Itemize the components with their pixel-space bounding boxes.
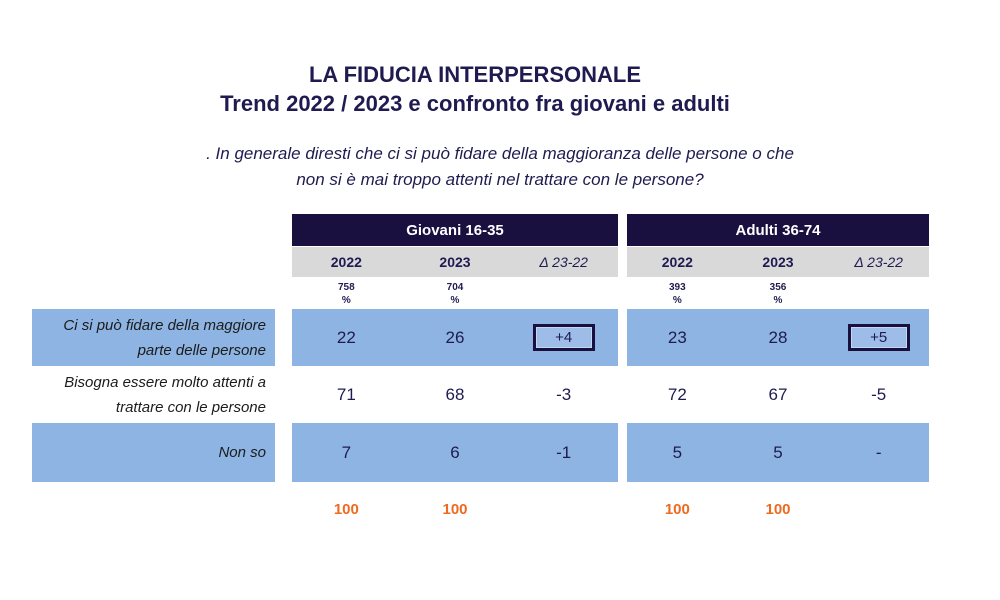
total-cell: 100 (765, 500, 791, 518)
column-header-delta: Δ 23-22 (854, 254, 903, 270)
total-cell: 100 (333, 500, 359, 518)
total-cell-empty (509, 497, 618, 521)
table-row: 71 68 -3 (292, 366, 618, 423)
delta-cell: -1 (556, 442, 572, 462)
title-line-2: Trend 2022 / 2023 e confronto fra giovan… (220, 91, 730, 116)
totals-row-giovani: 100 100 (292, 497, 618, 521)
value-cell: 28 (768, 327, 788, 347)
column-header-2023: 2023 (439, 254, 471, 270)
question-line-1: . In generale diresti che ci si può fida… (206, 144, 794, 163)
table-row: 23 28 +5 (627, 309, 929, 366)
column-header-2023: 2023 (762, 254, 794, 270)
survey-question: . In generale diresti che ci si può fida… (0, 141, 1000, 193)
percent-sign: % (450, 294, 460, 306)
value-cell: 5 (773, 442, 783, 462)
base-cell: 704 % (401, 278, 510, 309)
value-cell: 71 (336, 384, 356, 404)
base-n: 393 (668, 281, 686, 293)
column-header-2022: 2022 (330, 254, 362, 270)
base-cell: 356 % (728, 278, 829, 309)
value-cell: 7 (341, 442, 352, 462)
highlight-box: +4 (532, 324, 595, 351)
delta-cell: -5 (871, 384, 887, 404)
column-headers-adulti: 2022 2023 Δ 23-22 (627, 247, 929, 277)
value-cell: 72 (667, 384, 687, 404)
base-n: 758 (337, 281, 355, 293)
percent-sign: % (341, 294, 351, 306)
title-line-1: LA FIDUCIA INTERPERSONALE (308, 62, 642, 87)
percent-sign: % (672, 294, 682, 306)
column-headers-giovani: 2022 2023 Δ 23-22 (292, 247, 618, 277)
column-header-delta: Δ 23-22 (539, 254, 588, 270)
row-labels-column: Ci si può fidare della maggiore parte de… (32, 214, 275, 482)
delta-cell: - (875, 442, 882, 462)
table-row: 7 6 -1 (292, 423, 618, 482)
value-cell: 23 (667, 327, 687, 347)
totals-row-adulti: 100 100 (627, 497, 929, 521)
value-cell: 26 (445, 327, 465, 347)
delta-cell: +5 (828, 309, 929, 366)
value-cell: 22 (336, 327, 356, 347)
highlight-box: +5 (847, 324, 910, 351)
table-row: 72 67 -5 (627, 366, 929, 423)
base-n: 704 (446, 281, 464, 293)
base-cell-empty (509, 278, 618, 309)
base-cell: 393 % (627, 278, 728, 309)
delta-cell: +4 (509, 309, 618, 366)
row-label-be-careful: Bisogna essere molto attenti a trattare … (64, 373, 266, 416)
column-header-2022: 2022 (661, 254, 693, 270)
table-row: 22 26 +4 (292, 309, 618, 366)
base-row-adulti: 393 % 356 % (627, 278, 929, 309)
value-cell: 6 (450, 442, 460, 462)
row-label-dont-know: Non so (32, 423, 275, 482)
base-cell-empty (828, 278, 929, 309)
value-cell: 68 (445, 384, 465, 404)
total-cell: 100 (664, 500, 690, 518)
group-header-giovani: Giovani 16-35 (292, 214, 618, 246)
group-header-adulti: Adulti 36-74 (627, 214, 929, 246)
base-row-giovani: 758 % 704 % (292, 278, 618, 309)
total-cell: 100 (442, 500, 468, 518)
value-cell: 67 (768, 384, 788, 404)
delta-cell: -3 (556, 384, 572, 404)
slide-title: LA FIDUCIA INTERPERSONALE Trend 2022 / 2… (0, 60, 950, 118)
base-n: 356 (769, 281, 787, 293)
table-row: 5 5 - (627, 423, 929, 482)
value-cell: 5 (672, 442, 683, 462)
percent-sign: % (773, 294, 783, 306)
question-line-2: non si è mai troppo attenti nel trattare… (296, 170, 704, 189)
row-label-trust-most-people: Ci si può fidare della maggiore parte de… (32, 309, 275, 366)
total-cell-empty (828, 497, 929, 521)
base-cell: 758 % (292, 278, 401, 309)
